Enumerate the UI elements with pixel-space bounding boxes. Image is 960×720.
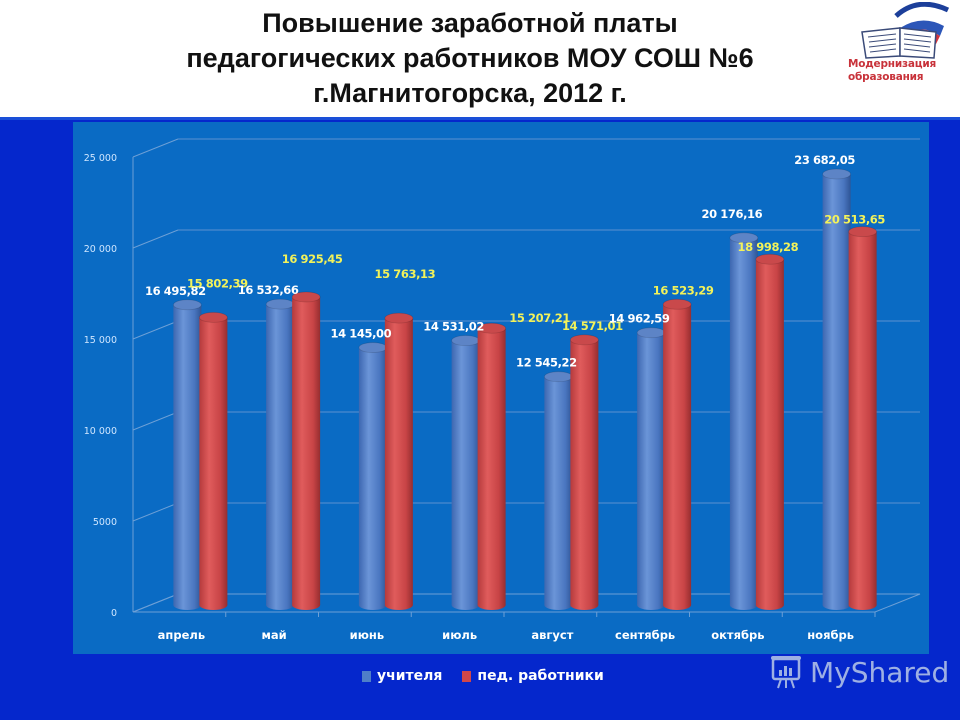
bar-ped-workers [569, 334, 599, 610]
data-label-ped-workers: 16 523,29 [653, 283, 714, 297]
logo-text-line-1: Модернизация [848, 58, 937, 70]
bar-teachers [543, 371, 573, 610]
y-axis: 0 5000 10 000 15 000 20 000 25 000 [84, 153, 117, 619]
bar-ped-workers [662, 298, 692, 610]
bar-ped-workers [755, 253, 785, 610]
logo-text: Модернизация образования [848, 58, 958, 84]
open-book-flag-icon [861, 1, 950, 59]
data-label-ped-workers: 15 802,39 [187, 276, 248, 290]
x-category-label: сентябрь [615, 628, 675, 642]
bar-teachers [265, 298, 295, 610]
bar-teachers [172, 299, 202, 610]
data-label-ped-workers: 20 513,65 [824, 213, 885, 227]
data-label-ped-workers: 15 207,21 [509, 311, 570, 325]
legend-label-teachers: учителя [377, 668, 443, 684]
data-label-teachers: 14 531,02 [423, 320, 484, 334]
data-label-teachers: 16 495,82 [145, 284, 206, 298]
legend-label-ped-workers: пед. работники [477, 668, 604, 684]
bar-ped-workers [848, 226, 878, 610]
bar-teachers [636, 327, 666, 610]
legend-swatch-teachers [362, 670, 371, 682]
bar-ped-workers [291, 291, 321, 610]
myshared-watermark: MyShared [768, 654, 949, 690]
y-tick-label: 0 [111, 608, 117, 619]
bar-teachers [822, 168, 852, 610]
data-label-teachers: 14 962,59 [609, 312, 670, 326]
data-label-teachers: 12 545,22 [516, 356, 577, 370]
data-label-ped-workers: 15 763,13 [374, 267, 435, 281]
data-label-ped-workers: 18 998,28 [737, 240, 798, 254]
chart-legend: учителя пед. работники [362, 665, 604, 687]
y-tick-label: 25 000 [84, 153, 117, 164]
bar-ped-workers [198, 311, 228, 610]
chart-grid [132, 138, 921, 613]
data-label-teachers: 20 176,16 [701, 207, 762, 221]
presentation-board-icon [771, 656, 801, 689]
x-category-label: апрель [158, 628, 205, 642]
bar-ped-workers [477, 322, 507, 610]
x-category-label: май [262, 628, 287, 642]
bar-ped-workers [384, 312, 414, 610]
bar-teachers [451, 335, 481, 610]
legend-swatch-ped-workers [462, 670, 472, 682]
data-label-teachers: 23 682,05 [794, 153, 855, 167]
data-label-ped-workers: 14 571,01 [562, 319, 623, 333]
data-label-teachers: 16 532,66 [238, 283, 299, 297]
title-line-1: Повышение заработной платы [262, 8, 678, 38]
x-category-label: август [531, 628, 573, 642]
x-category-label: ноябрь [807, 628, 854, 642]
y-tick-label: 5000 [93, 517, 117, 528]
y-tick-label: 10 000 [84, 426, 117, 437]
data-label-teachers: 14 145,00 [330, 327, 391, 341]
logo-text-line-2: образования [848, 71, 924, 83]
bar-teachers [729, 232, 759, 610]
legend-item-teachers: учителя [362, 668, 442, 684]
y-tick-label: 20 000 [84, 244, 117, 255]
watermark-text: MyShared [810, 655, 950, 689]
x-axis: апрель май июнь июль август сентябрь октябрь но… [133, 611, 876, 642]
legend-item-ped-workers: пед. работники [462, 668, 604, 684]
x-category-label: июль [442, 628, 477, 642]
bar-teachers [358, 342, 388, 610]
modernization-logo: Модернизация образования [848, 1, 958, 94]
x-category-label: октябрь [711, 628, 764, 642]
slide-title: Повышение заработной платы педагогически… [100, 6, 840, 111]
data-label-ped-workers: 16 925,45 [282, 252, 343, 266]
y-tick-label: 15 000 [84, 335, 117, 346]
header-divider [0, 117, 960, 120]
x-category-label: июнь [350, 628, 384, 642]
title-line-3: г.Магнитогорска, 2012 г. [313, 78, 627, 108]
title-line-2: педагогических работников МОУ СОШ №6 [186, 43, 754, 73]
